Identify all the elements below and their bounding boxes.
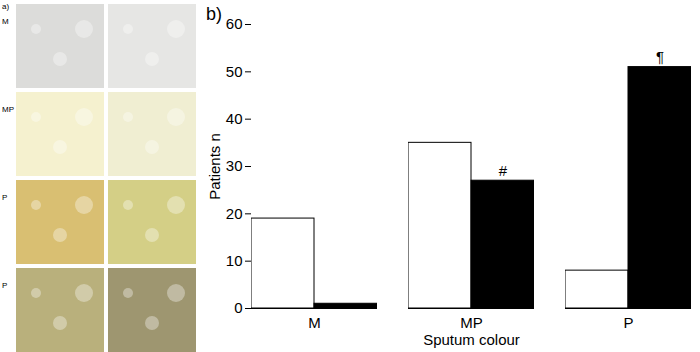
svg-text:¶: ¶ bbox=[656, 48, 664, 65]
svg-text:60: 60 bbox=[226, 15, 243, 32]
svg-text:a): a) bbox=[2, 2, 9, 11]
svg-text:#: # bbox=[499, 162, 508, 179]
html-text:b): b) bbox=[206, 4, 222, 24]
svg-text:10: 10 bbox=[226, 252, 243, 269]
svg-text:P: P bbox=[2, 193, 7, 202]
svg-text:30: 30 bbox=[226, 157, 243, 174]
svg-text:40: 40 bbox=[226, 110, 243, 127]
svg-text:50: 50 bbox=[226, 63, 243, 80]
svg-text:P: P bbox=[623, 314, 633, 331]
svg-text:P: P bbox=[2, 281, 7, 290]
svg-text:MP: MP bbox=[460, 314, 483, 331]
svg-text:Sputum colour: Sputum colour bbox=[423, 331, 520, 348]
svg-text:M: M bbox=[2, 17, 9, 26]
svg-text:20: 20 bbox=[226, 205, 243, 222]
svg-text:Patients n: Patients n bbox=[206, 133, 223, 200]
svg-text:M: M bbox=[308, 314, 321, 331]
svg-text:MP: MP bbox=[2, 105, 14, 114]
svg-text:0: 0 bbox=[234, 299, 242, 316]
